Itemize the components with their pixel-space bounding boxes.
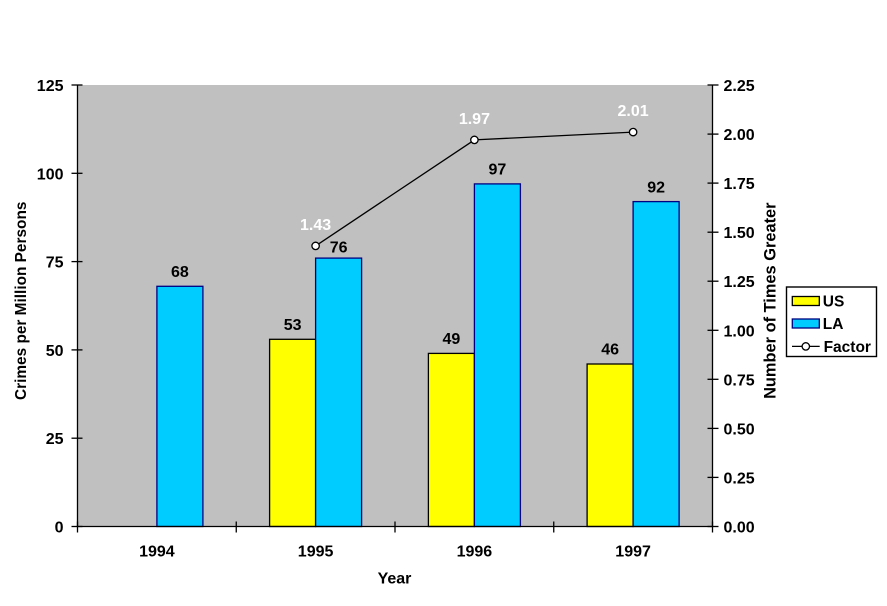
svg-text:0.00: 0.00 [724, 520, 755, 537]
svg-text:53: 53 [284, 317, 302, 334]
svg-text:46: 46 [601, 342, 619, 359]
svg-text:0.25: 0.25 [724, 470, 755, 487]
svg-text:1995: 1995 [298, 544, 334, 561]
svg-text:49: 49 [443, 331, 461, 348]
svg-text:LA: LA [823, 316, 844, 333]
svg-text:25: 25 [46, 431, 64, 448]
svg-text:1.43: 1.43 [300, 217, 331, 234]
svg-text:2.25: 2.25 [724, 78, 755, 95]
svg-text:US: US [823, 294, 845, 311]
svg-text:1.00: 1.00 [724, 323, 755, 340]
svg-text:1.97: 1.97 [459, 111, 490, 128]
svg-text:125: 125 [37, 78, 64, 95]
svg-text:Number of Times Greater: Number of Times Greater [762, 202, 780, 399]
svg-text:0.75: 0.75 [724, 372, 755, 389]
svg-text:Crimes per Million Persons: Crimes per Million Persons [13, 202, 30, 400]
svg-text:0: 0 [55, 520, 64, 537]
svg-text:0.50: 0.50 [724, 421, 755, 438]
svg-text:97: 97 [489, 162, 507, 179]
svg-text:2.01: 2.01 [618, 103, 649, 120]
svg-text:76: 76 [330, 239, 348, 256]
svg-text:68: 68 [171, 264, 189, 281]
svg-text:1.50: 1.50 [724, 225, 755, 242]
svg-text:1996: 1996 [457, 544, 493, 561]
svg-text:50: 50 [46, 343, 64, 360]
svg-text:75: 75 [46, 255, 64, 272]
svg-text:1997: 1997 [615, 544, 651, 561]
svg-text:Factor: Factor [824, 339, 871, 356]
svg-text:1.75: 1.75 [724, 176, 755, 193]
svg-text:1994: 1994 [139, 544, 175, 561]
svg-text:1.25: 1.25 [724, 274, 755, 291]
svg-text:92: 92 [647, 179, 665, 196]
svg-text:2.00: 2.00 [724, 127, 755, 144]
svg-text:Year: Year [378, 571, 412, 588]
svg-text:100: 100 [37, 166, 64, 183]
